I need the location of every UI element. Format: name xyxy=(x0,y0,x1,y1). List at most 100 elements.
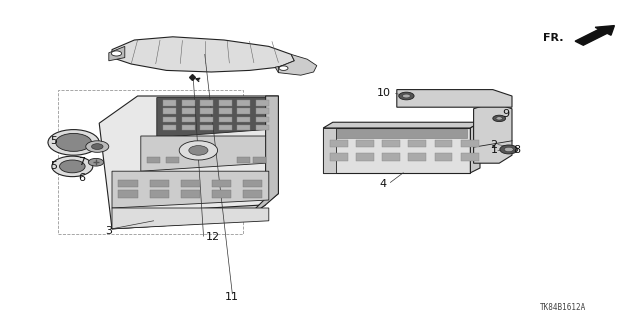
Polygon shape xyxy=(237,108,250,114)
Polygon shape xyxy=(323,128,470,173)
Circle shape xyxy=(500,145,518,154)
Polygon shape xyxy=(461,140,479,147)
Polygon shape xyxy=(163,125,176,130)
Polygon shape xyxy=(326,129,467,138)
Polygon shape xyxy=(382,153,400,161)
Polygon shape xyxy=(112,208,269,229)
Polygon shape xyxy=(166,157,179,163)
Circle shape xyxy=(88,158,104,166)
Circle shape xyxy=(92,144,103,149)
Circle shape xyxy=(279,66,288,70)
Circle shape xyxy=(179,141,218,160)
Polygon shape xyxy=(182,108,195,114)
Polygon shape xyxy=(408,140,426,147)
Polygon shape xyxy=(470,122,480,173)
Polygon shape xyxy=(118,180,138,187)
Polygon shape xyxy=(200,125,213,130)
Circle shape xyxy=(504,147,513,152)
Polygon shape xyxy=(256,100,269,106)
Polygon shape xyxy=(356,140,374,147)
Polygon shape xyxy=(200,108,213,114)
Polygon shape xyxy=(109,46,125,61)
Text: 10: 10 xyxy=(377,88,391,99)
Text: 5: 5 xyxy=(51,161,57,172)
Polygon shape xyxy=(323,128,336,173)
Polygon shape xyxy=(256,108,269,114)
Polygon shape xyxy=(141,136,266,171)
Polygon shape xyxy=(356,153,374,161)
Text: 5: 5 xyxy=(51,136,57,146)
Polygon shape xyxy=(237,125,250,130)
Polygon shape xyxy=(219,100,232,106)
Polygon shape xyxy=(243,180,262,187)
Polygon shape xyxy=(243,96,278,221)
Polygon shape xyxy=(330,153,348,161)
Text: 8: 8 xyxy=(513,145,521,156)
Polygon shape xyxy=(323,122,480,128)
Text: 4: 4 xyxy=(379,179,387,189)
Polygon shape xyxy=(461,153,479,161)
Text: 1: 1 xyxy=(491,145,497,156)
Polygon shape xyxy=(118,190,138,198)
Text: 2: 2 xyxy=(490,140,498,150)
FancyArrow shape xyxy=(575,26,614,45)
Polygon shape xyxy=(256,117,269,122)
Circle shape xyxy=(111,51,122,56)
Polygon shape xyxy=(150,190,169,198)
Polygon shape xyxy=(147,157,160,163)
Circle shape xyxy=(399,92,414,100)
Polygon shape xyxy=(112,37,294,72)
Polygon shape xyxy=(99,96,278,229)
Polygon shape xyxy=(253,157,266,163)
Text: 9: 9 xyxy=(502,108,509,119)
Circle shape xyxy=(56,133,92,151)
Polygon shape xyxy=(278,54,317,75)
Polygon shape xyxy=(180,180,200,187)
Polygon shape xyxy=(163,108,176,114)
Circle shape xyxy=(493,115,506,122)
Polygon shape xyxy=(182,117,195,122)
Polygon shape xyxy=(180,190,200,198)
Polygon shape xyxy=(408,153,426,161)
Polygon shape xyxy=(237,100,250,106)
Polygon shape xyxy=(112,171,269,208)
Polygon shape xyxy=(243,190,262,198)
Polygon shape xyxy=(219,125,232,130)
Circle shape xyxy=(86,141,109,152)
Polygon shape xyxy=(330,140,348,147)
Circle shape xyxy=(52,156,93,177)
Text: 7: 7 xyxy=(78,157,86,167)
Polygon shape xyxy=(275,64,294,73)
Polygon shape xyxy=(256,125,269,130)
Text: FR.: FR. xyxy=(543,33,563,44)
Polygon shape xyxy=(237,157,250,163)
Polygon shape xyxy=(219,117,232,122)
Polygon shape xyxy=(435,140,452,147)
Text: 11: 11 xyxy=(225,292,239,302)
Polygon shape xyxy=(182,100,195,106)
Circle shape xyxy=(496,117,502,120)
Polygon shape xyxy=(212,180,231,187)
Polygon shape xyxy=(200,100,213,106)
Polygon shape xyxy=(112,205,266,229)
Circle shape xyxy=(60,160,85,173)
Polygon shape xyxy=(212,190,231,198)
Text: 6: 6 xyxy=(79,172,85,183)
Text: TK84B1612A: TK84B1612A xyxy=(540,303,586,312)
Polygon shape xyxy=(163,100,176,106)
Circle shape xyxy=(403,94,410,98)
Polygon shape xyxy=(382,140,400,147)
Polygon shape xyxy=(435,153,452,161)
Polygon shape xyxy=(237,117,250,122)
Polygon shape xyxy=(150,180,169,187)
Polygon shape xyxy=(182,125,195,130)
Polygon shape xyxy=(474,102,512,163)
Text: 12: 12 xyxy=(206,232,220,243)
Polygon shape xyxy=(157,98,266,138)
Circle shape xyxy=(48,130,99,155)
Polygon shape xyxy=(200,117,213,122)
Polygon shape xyxy=(219,108,232,114)
Polygon shape xyxy=(397,90,512,107)
Circle shape xyxy=(189,146,208,155)
Text: 3: 3 xyxy=(106,226,112,236)
